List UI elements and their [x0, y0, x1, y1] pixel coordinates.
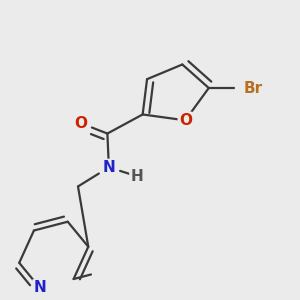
Text: O: O [179, 113, 192, 128]
Text: Br: Br [244, 80, 263, 95]
Text: O: O [74, 116, 87, 131]
Text: H: H [130, 169, 143, 184]
Text: N: N [103, 160, 115, 175]
Text: N: N [33, 280, 46, 295]
